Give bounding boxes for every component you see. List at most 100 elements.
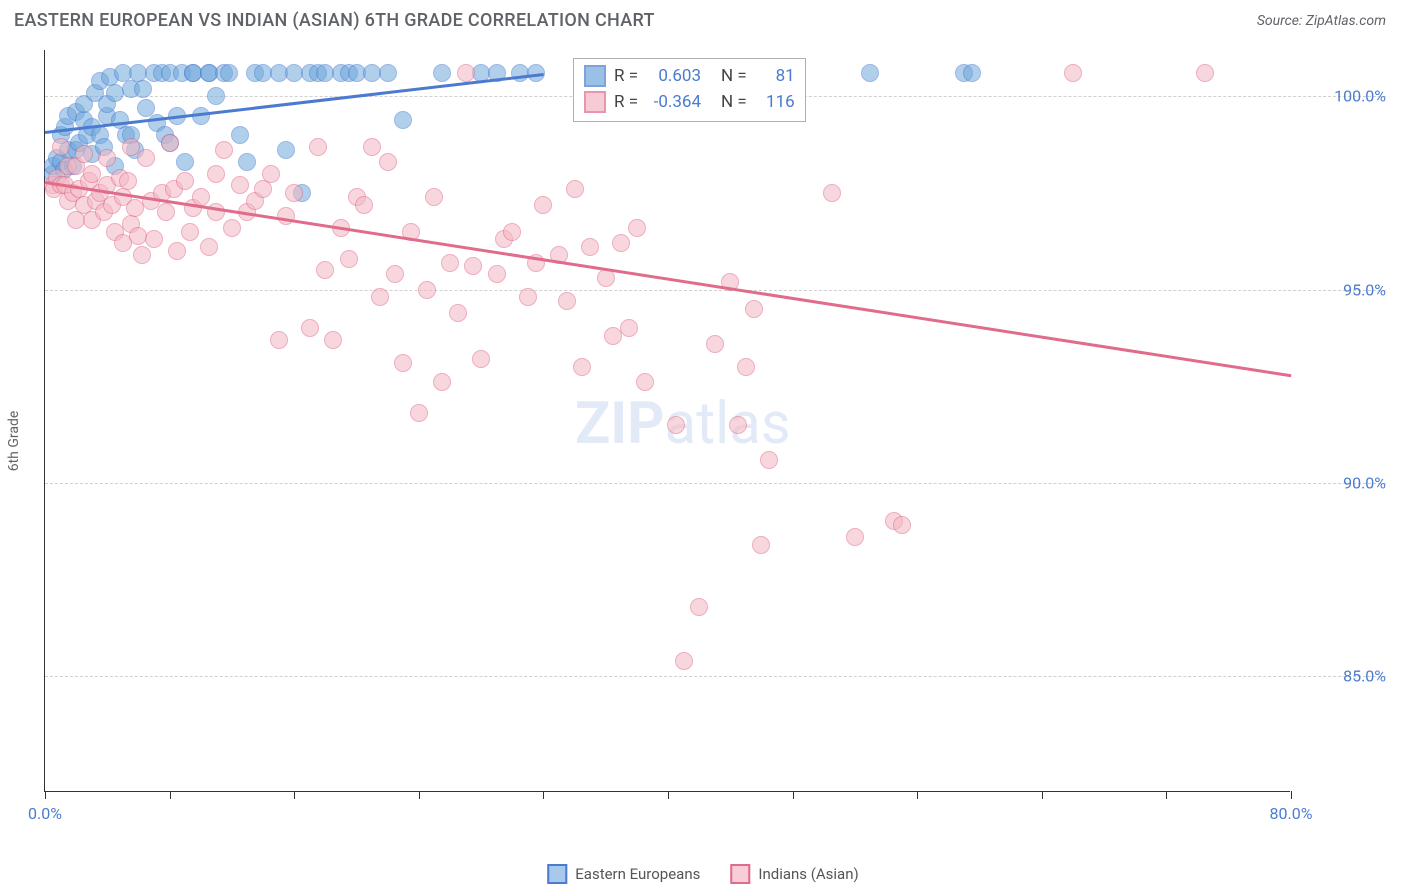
data-point	[285, 184, 303, 202]
stats-n-label: N =	[721, 92, 747, 112]
data-point	[729, 416, 747, 434]
data-point	[861, 64, 879, 82]
data-point	[254, 180, 272, 198]
data-point	[238, 153, 256, 171]
x-tick-label: 80.0%	[1270, 804, 1313, 823]
data-point	[628, 219, 646, 237]
data-point	[690, 598, 708, 616]
data-point	[324, 331, 342, 349]
legend-swatch	[730, 864, 750, 884]
data-point	[231, 176, 249, 194]
x-tick	[793, 791, 794, 799]
chart-title: EASTERN EUROPEAN VS INDIAN (ASIAN) 6TH G…	[14, 10, 655, 31]
data-point	[449, 304, 467, 322]
stats-r-value: -0.364	[646, 92, 701, 112]
x-tick	[294, 791, 295, 799]
data-point	[410, 404, 428, 422]
y-tick-label: 100.0%	[1296, 87, 1386, 106]
data-point	[472, 350, 490, 368]
data-point	[752, 536, 770, 554]
x-tick	[1042, 791, 1043, 799]
data-point	[176, 153, 194, 171]
data-point	[181, 223, 199, 241]
data-point	[207, 165, 225, 183]
stats-row: R =-0.364N =116	[584, 89, 795, 115]
data-point	[223, 219, 241, 237]
trend-line	[45, 181, 1291, 377]
data-point	[119, 172, 137, 190]
data-point	[425, 188, 443, 206]
data-point	[488, 265, 506, 283]
scatter-plot-area: ZIPatlas 85.0%90.0%95.0%100.0%0.0%80.0%R…	[44, 50, 1290, 792]
stats-r-value: 0.603	[646, 66, 701, 86]
y-tick-label: 85.0%	[1296, 667, 1386, 686]
data-point	[612, 234, 630, 252]
data-point	[534, 196, 552, 214]
data-point	[75, 145, 93, 163]
data-point	[464, 257, 482, 275]
data-point	[566, 180, 584, 198]
grid-line	[45, 676, 1386, 677]
data-point	[137, 149, 155, 167]
data-point	[52, 138, 70, 156]
data-point	[207, 87, 225, 105]
data-point	[134, 80, 152, 98]
data-point	[394, 111, 412, 129]
stats-row: R = 0.603 N = 81	[584, 63, 795, 89]
data-point	[122, 138, 140, 156]
data-point	[433, 64, 451, 82]
data-point	[157, 203, 175, 221]
x-tick	[170, 791, 171, 799]
data-point	[379, 64, 397, 82]
stats-r-label: R =	[614, 92, 638, 112]
data-point	[363, 138, 381, 156]
legend: Eastern EuropeansIndians (Asian)	[547, 864, 858, 884]
stats-n-value: 81	[755, 66, 795, 86]
y-tick-label: 90.0%	[1296, 473, 1386, 492]
data-point	[667, 416, 685, 434]
data-point	[386, 265, 404, 283]
data-point	[340, 250, 358, 268]
stats-r-label: R =	[614, 66, 638, 86]
data-point	[745, 300, 763, 318]
data-point	[519, 288, 537, 306]
data-point	[316, 261, 334, 279]
y-axis-label: 6th Grade	[6, 411, 22, 472]
data-point	[355, 196, 373, 214]
stats-swatch	[584, 65, 606, 87]
data-point	[220, 64, 238, 82]
grid-line	[45, 290, 1386, 291]
x-tick	[1291, 791, 1292, 799]
data-point	[371, 288, 389, 306]
data-point	[433, 373, 451, 391]
data-point	[737, 358, 755, 376]
data-point	[394, 354, 412, 372]
legend-item: Eastern Europeans	[547, 864, 700, 884]
data-point	[83, 165, 101, 183]
data-point	[636, 373, 654, 391]
data-point	[441, 254, 459, 272]
data-point	[176, 172, 194, 190]
source-attribution: Source: ZipAtlas.com	[1257, 13, 1386, 29]
x-tick	[45, 791, 46, 799]
data-point	[823, 184, 841, 202]
x-tick-label: 0.0%	[28, 804, 62, 823]
data-point	[581, 238, 599, 256]
trend-line	[45, 73, 544, 134]
data-point	[231, 126, 249, 144]
data-point	[215, 141, 233, 159]
data-point	[558, 292, 576, 310]
data-point	[418, 281, 436, 299]
grid-line	[45, 483, 1386, 484]
y-tick-label: 95.0%	[1296, 280, 1386, 299]
stats-swatch	[584, 91, 606, 113]
legend-label: Eastern Europeans	[575, 865, 700, 883]
stats-n-label: N =	[721, 66, 747, 86]
data-point	[161, 134, 179, 152]
data-point	[1064, 64, 1082, 82]
x-tick	[668, 791, 669, 799]
data-point	[192, 188, 210, 206]
data-point	[98, 149, 116, 167]
data-point	[1196, 64, 1214, 82]
data-point	[846, 528, 864, 546]
